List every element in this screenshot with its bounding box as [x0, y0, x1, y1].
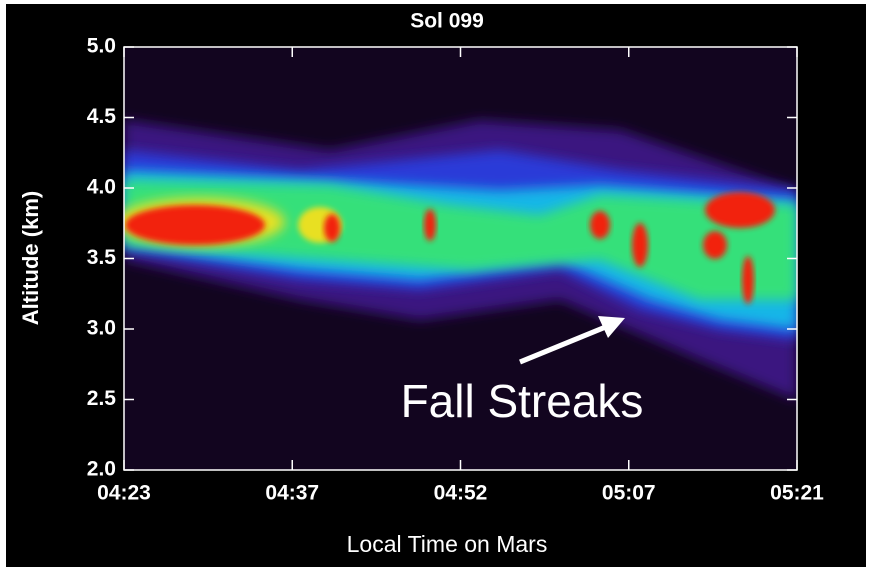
page: {"chart_data": {"type": "heatmap", "titl…: [0, 0, 871, 571]
y-axis-label: Altitude (km): [18, 191, 43, 325]
chart: Sol 099 Local Time on Mars Altitude (km)…: [0, 0, 871, 571]
y-tick-label: 4.0: [87, 176, 116, 199]
y-tick-label: 2.0: [87, 458, 116, 481]
y-tick-label: 3.5: [87, 246, 117, 269]
x-tick-label: 04:37: [265, 482, 319, 505]
y-tick-label: 4.5: [87, 105, 117, 128]
x-axis-label: Local Time on Mars: [347, 531, 548, 557]
x-tick-label: 05:07: [602, 482, 656, 505]
chart-title: Sol 099: [410, 10, 484, 33]
x-tick-label: 04:52: [434, 482, 488, 505]
y-tick-label: 2.5: [87, 387, 117, 410]
x-tick-label: 05:21: [770, 482, 824, 505]
y-tick-label: 5.0: [87, 35, 116, 58]
y-tick-label: 3.0: [87, 317, 116, 340]
annotation: Fall Streaks: [401, 375, 644, 427]
x-tick-label: 04:23: [97, 482, 151, 505]
